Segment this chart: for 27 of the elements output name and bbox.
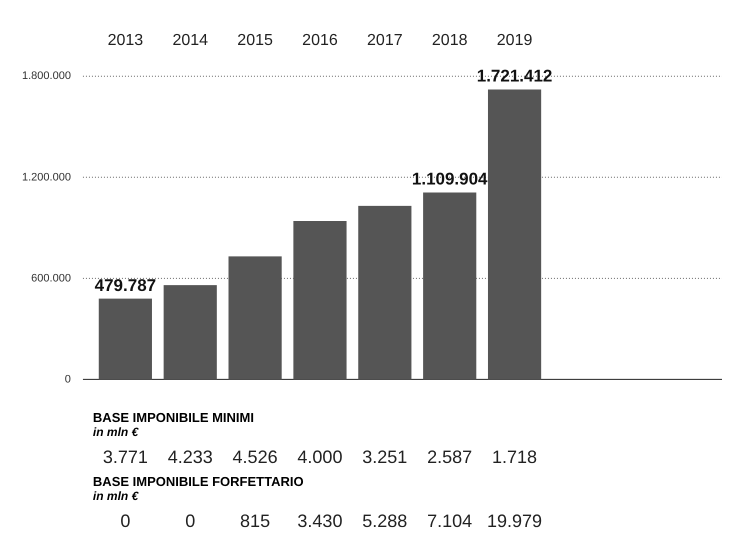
text: 0 0 815 3.430 5.288 7.104 19.979 bbox=[120, 511, 542, 531]
data-label: 1.109.904 bbox=[412, 170, 488, 189]
x-tick-label: 2019 bbox=[496, 32, 532, 50]
x-tick-label: 2016 bbox=[302, 32, 338, 50]
bar bbox=[423, 192, 476, 380]
bar bbox=[293, 221, 347, 380]
x-tick-label: 2014 bbox=[172, 32, 208, 50]
y-tick-label: 1.800.000 bbox=[22, 70, 71, 82]
y-tick-label: 600.000 bbox=[31, 272, 71, 284]
x-tick-label: 2017 bbox=[367, 32, 403, 50]
bar bbox=[228, 256, 282, 380]
data-label: 1.721.412 bbox=[476, 66, 552, 86]
text: 3.771 4.233 4.526 4.000 3.251 2.587 1.718 bbox=[102, 447, 538, 468]
x-tick-label: 2015 bbox=[237, 32, 273, 50]
y-tick-label: 0 bbox=[64, 373, 71, 386]
bar bbox=[358, 206, 412, 380]
y-tick-label: 1.200.000 bbox=[22, 171, 71, 184]
bar bbox=[488, 89, 542, 380]
bar bbox=[164, 285, 217, 380]
text: in mln € bbox=[92, 425, 140, 439]
x-tick-label: 2018 bbox=[432, 32, 468, 50]
text: BASE IMPONIBILE MINIMI bbox=[92, 410, 255, 425]
text: BASE IMPONIBILE FORFETTARIO bbox=[92, 474, 305, 489]
data-label: 479.787 bbox=[94, 276, 156, 295]
bar bbox=[98, 298, 152, 380]
x-tick-label: 2013 bbox=[108, 32, 144, 50]
text: in mln € bbox=[92, 489, 140, 503]
